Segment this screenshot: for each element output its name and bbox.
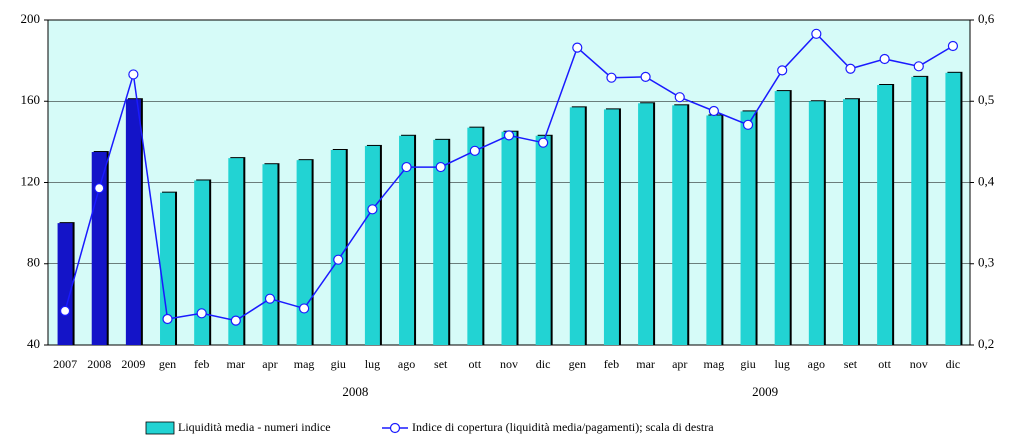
- y-tick-label: 200: [21, 11, 41, 26]
- line-marker: [367, 204, 378, 215]
- bar: [194, 180, 210, 345]
- x-tick-label: lug: [365, 357, 380, 371]
- bar: [842, 99, 858, 345]
- bar: [467, 127, 483, 345]
- line-marker: [264, 293, 276, 304]
- bar: [364, 145, 380, 345]
- line-marker: [230, 315, 241, 326]
- line-marker: [879, 53, 890, 65]
- line-marker: [503, 130, 515, 141]
- line-marker: [401, 161, 412, 173]
- x-tick-label: apr: [672, 357, 687, 371]
- x-tick-label: mar: [636, 357, 655, 371]
- legend-label: Indice di copertura (liquidità media/pag…: [412, 420, 714, 434]
- y-tick-label: 120: [21, 173, 41, 188]
- bar: [91, 152, 107, 345]
- line-marker: [538, 137, 549, 148]
- bar: [296, 160, 312, 345]
- line-marker: [435, 161, 446, 173]
- bar: [399, 135, 415, 345]
- line-marker: [59, 305, 71, 316]
- x-tick-label: set: [434, 357, 448, 371]
- y2-tick-label: 0,4: [978, 173, 995, 188]
- bar: [638, 103, 654, 345]
- bar: [672, 105, 688, 345]
- line-marker: [94, 183, 105, 194]
- legend-label: Liquidità media - numeri indice: [178, 420, 331, 434]
- line-marker: [196, 308, 207, 319]
- x-tick-label: gen: [569, 357, 586, 371]
- y2-tick-label: 0,2: [978, 336, 994, 351]
- line-marker: [913, 61, 924, 72]
- x-tick-label: dic: [536, 357, 551, 371]
- x-tick-label: 2008: [87, 357, 111, 371]
- x-tick-label: giu: [740, 357, 755, 371]
- x-tick-label: ago: [398, 357, 415, 371]
- x-tick-label: dic: [946, 357, 961, 371]
- x-tick-label: set: [844, 357, 858, 371]
- bar: [125, 99, 141, 345]
- x-tick-label: gen: [159, 357, 176, 371]
- x-tick-label: feb: [194, 357, 209, 371]
- line-marker: [162, 313, 173, 325]
- y-tick-label: 80: [27, 255, 40, 270]
- x-tick-label: nov: [910, 357, 928, 371]
- bar: [774, 91, 790, 345]
- bar: [501, 131, 517, 345]
- x-tick-label: apr: [262, 357, 277, 371]
- bar: [535, 135, 551, 345]
- line-marker: [640, 71, 651, 82]
- x-tick-label: ott: [469, 357, 482, 371]
- line-marker: [811, 28, 822, 39]
- line-marker: [572, 42, 583, 53]
- bar: [569, 107, 585, 345]
- bar: [228, 158, 244, 345]
- line-marker: [606, 72, 617, 83]
- x-tick-label: mar: [226, 357, 245, 371]
- bar: [160, 192, 176, 345]
- bar: [945, 72, 961, 345]
- x-tick-label: giu: [331, 357, 346, 371]
- bar: [330, 150, 346, 345]
- line-marker: [777, 65, 788, 76]
- line-marker: [299, 303, 310, 314]
- line-marker: [845, 63, 856, 74]
- line-marker: [742, 119, 754, 130]
- legend-marker: [389, 422, 401, 434]
- line-marker: [708, 105, 719, 117]
- line-marker: [128, 69, 139, 80]
- bar: [433, 139, 449, 345]
- group-label: 2009: [752, 384, 778, 399]
- y2-tick-label: 0,5: [978, 92, 994, 107]
- legend-swatch: [145, 421, 175, 435]
- bar: [57, 223, 73, 345]
- bar: [262, 164, 278, 345]
- x-tick-label: feb: [604, 357, 619, 371]
- y2-tick-label: 0,3: [978, 255, 994, 270]
- bar: [740, 111, 756, 345]
- y-tick-label: 40: [27, 336, 40, 351]
- bar: [706, 115, 722, 345]
- group-label: 2008: [342, 384, 368, 399]
- x-tick-label: 2009: [121, 357, 145, 371]
- x-tick-label: lug: [775, 357, 790, 371]
- bar: [603, 109, 619, 345]
- line-marker: [469, 145, 480, 156]
- line-marker: [947, 40, 959, 52]
- x-tick-label: nov: [500, 357, 518, 371]
- y2-tick-label: 0,6: [978, 11, 995, 26]
- line-marker: [674, 92, 685, 103]
- bar: [808, 101, 824, 345]
- line-marker: [333, 254, 344, 265]
- x-tick-label: mag: [294, 357, 315, 371]
- x-tick-label: 2007: [53, 357, 77, 371]
- bar: [877, 85, 893, 345]
- x-tick-label: ott: [878, 357, 891, 371]
- y-tick-label: 160: [21, 92, 41, 107]
- x-tick-label: ago: [808, 357, 825, 371]
- bar: [911, 76, 927, 345]
- x-tick-label: mag: [704, 357, 725, 371]
